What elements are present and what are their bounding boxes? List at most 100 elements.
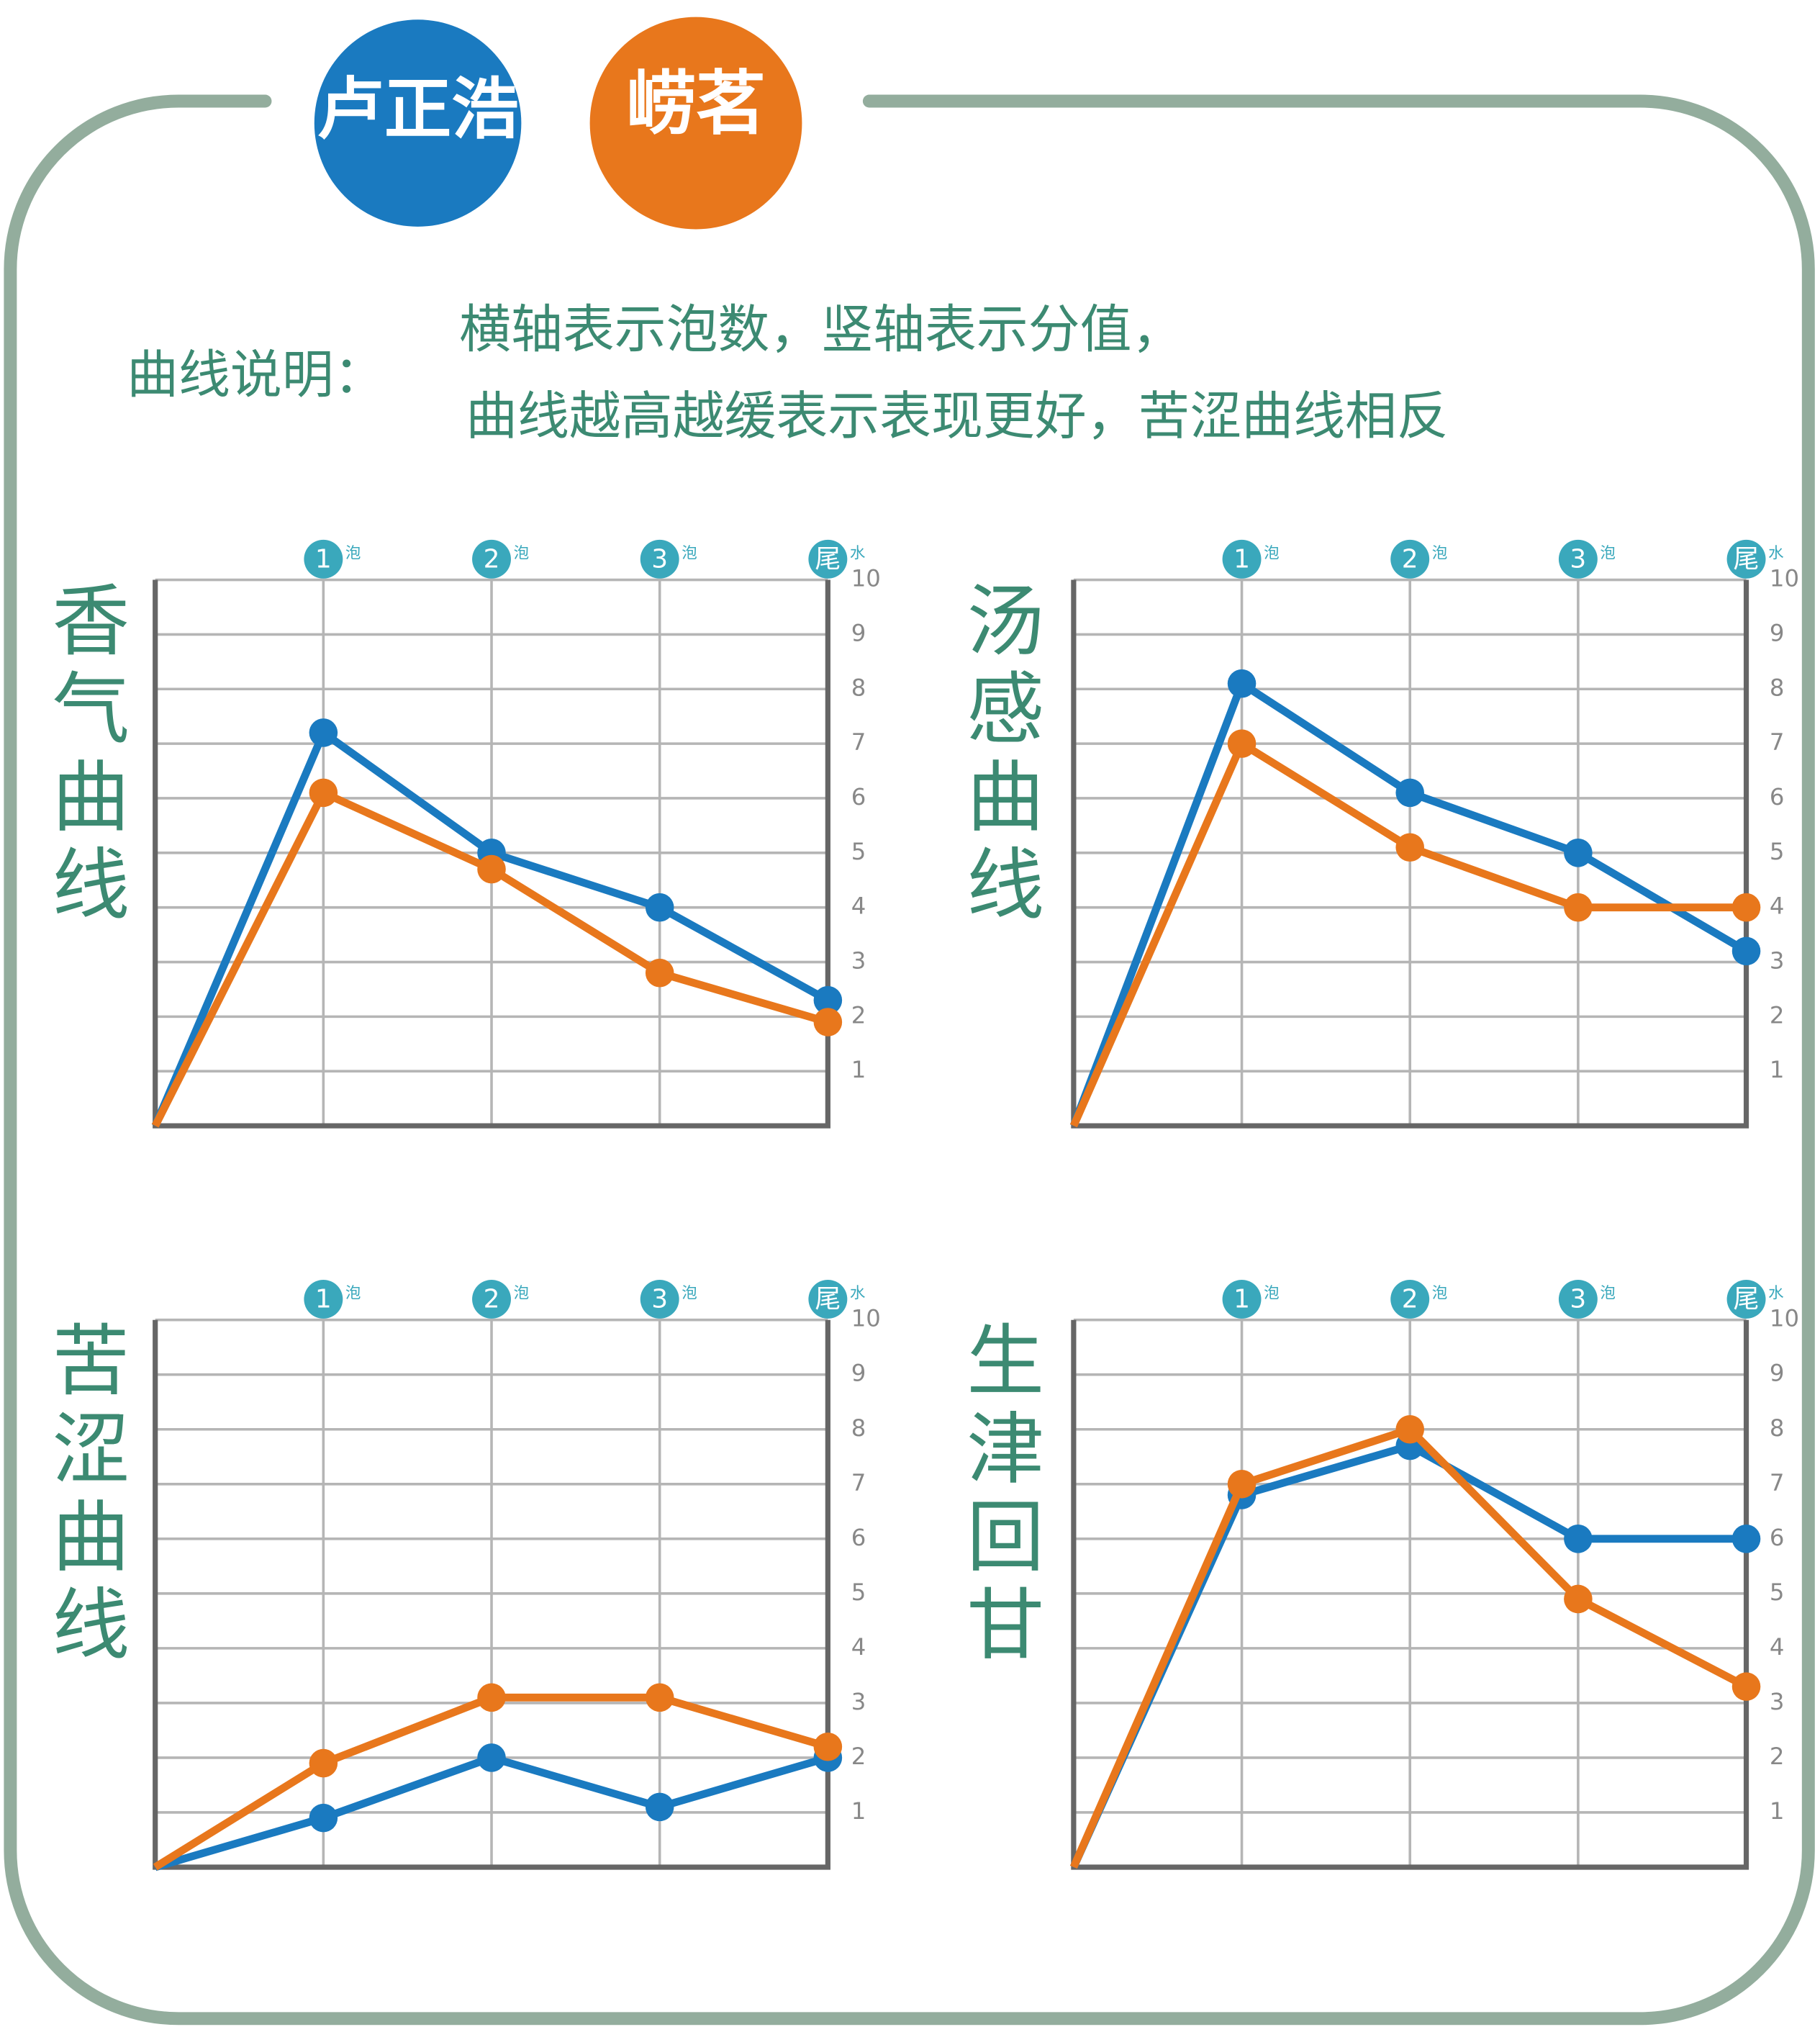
y-tick-label: 10	[851, 565, 881, 592]
x-tick-unit: 泡	[345, 1285, 361, 1303]
y-tick-label: 4	[851, 1633, 866, 1661]
x-tick-label: 尾	[1734, 545, 1760, 574]
x-tick-unit: 泡	[682, 545, 697, 563]
data-point	[645, 1683, 674, 1712]
x-tick-label: 1	[315, 1285, 332, 1314]
category-badge	[472, 1279, 511, 1319]
category-badge	[1222, 1279, 1262, 1319]
data-point	[1227, 1470, 1257, 1499]
description-line: 曲线越高越缓表示表现更好，苦涩曲线相反	[466, 386, 1449, 446]
x-tick-unit: 泡	[514, 1285, 530, 1303]
y-tick-label: 2	[851, 1001, 866, 1029]
y-tick-label: 7	[851, 728, 866, 756]
y-tick-label: 4	[1770, 893, 1785, 920]
x-tick-unit: 泡	[1600, 1285, 1616, 1303]
chart-title: 汤感曲线	[954, 580, 1043, 932]
y-tick-label: 8	[1770, 1414, 1785, 1442]
data-point	[1731, 1525, 1761, 1553]
y-tick-label: 3	[1770, 947, 1785, 975]
description-label: 曲线说明：	[127, 344, 385, 405]
category-badge	[1726, 1279, 1766, 1319]
x-tick-label: 2	[484, 1285, 500, 1314]
data-point	[1564, 893, 1593, 922]
y-tick-label: 6	[1770, 1524, 1785, 1551]
y-tick-label: 1	[1770, 1056, 1785, 1083]
x-tick-unit: 泡	[1432, 545, 1448, 563]
category-badge	[1390, 539, 1430, 579]
data-point	[1731, 1672, 1761, 1701]
category-badge	[1558, 539, 1598, 579]
x-tick-label: 1	[1233, 1285, 1250, 1314]
x-tick-label: 3	[1570, 545, 1586, 574]
y-tick-label: 5	[851, 838, 866, 865]
y-tick-label: 9	[851, 1360, 866, 1387]
y-tick-label: 3	[851, 947, 866, 975]
y-tick-label: 3	[1770, 1688, 1785, 1715]
y-tick-label: 4	[1770, 1633, 1785, 1661]
y-tick-label: 1	[851, 1797, 866, 1825]
y-tick-label: 7	[851, 1469, 866, 1496]
y-tick-label: 6	[1770, 783, 1785, 810]
data-point	[1731, 893, 1761, 922]
data-point	[1227, 729, 1257, 758]
x-tick-unit: 泡	[1264, 1285, 1280, 1303]
data-point	[645, 893, 674, 922]
x-tick-unit: 水	[1768, 1285, 1784, 1303]
x-tick-label: 1	[1233, 545, 1250, 574]
x-tick-label: 2	[1402, 545, 1418, 574]
description-line: 横轴表示泡数，竖轴表示分值，	[459, 299, 1183, 360]
data-point	[1564, 1584, 1593, 1614]
category-badge	[304, 1279, 343, 1319]
legend-label: 崂茗	[626, 63, 766, 145]
y-tick-label: 8	[851, 1414, 866, 1442]
x-tick-label: 尾	[815, 1285, 841, 1314]
axis	[1071, 1319, 1749, 1870]
data-point	[813, 985, 843, 1015]
x-tick-label: 3	[1570, 1285, 1586, 1314]
data-point	[309, 1803, 338, 1833]
y-tick-label: 4	[851, 893, 866, 920]
y-tick-label: 6	[851, 783, 866, 810]
x-tick-unit: 水	[850, 1285, 866, 1303]
data-point	[1731, 936, 1761, 966]
y-tick-label: 5	[1770, 1579, 1785, 1606]
x-tick-unit: 泡	[682, 1285, 697, 1303]
data-point	[813, 1008, 843, 1037]
x-tick-unit: 水	[850, 545, 866, 563]
category-badge	[1222, 539, 1262, 579]
y-tick-label: 2	[1770, 1001, 1785, 1029]
chart-title: 生津回甘	[954, 1320, 1043, 1672]
axis	[153, 1319, 830, 1870]
data-point	[1395, 1414, 1424, 1444]
category-badge	[808, 1279, 848, 1319]
y-tick-label: 5	[851, 1579, 866, 1606]
axis	[1071, 579, 1749, 1129]
data-point	[1564, 839, 1593, 867]
y-tick-label: 7	[1770, 728, 1785, 756]
x-tick-label: 2	[484, 545, 500, 574]
x-tick-label: 1	[315, 545, 332, 574]
category-badge	[1726, 539, 1766, 579]
category-badge	[640, 539, 679, 579]
y-tick-label: 5	[1770, 838, 1785, 865]
chart-title: 香气曲线	[39, 580, 129, 932]
x-tick-label: 3	[651, 1285, 668, 1314]
y-tick-label: 3	[851, 1688, 866, 1715]
y-tick-label: 8	[1770, 674, 1785, 701]
data-point	[477, 1683, 506, 1712]
data-point	[1395, 833, 1424, 862]
category-badge	[1390, 1279, 1430, 1319]
data-point	[477, 854, 506, 884]
data-point	[477, 1743, 506, 1772]
legend-label: 卢正浩	[317, 71, 518, 149]
category-badge	[304, 539, 343, 579]
category-badge	[1558, 1279, 1598, 1319]
data-point	[1395, 778, 1424, 808]
x-tick-unit: 泡	[514, 545, 530, 563]
category-badge	[808, 539, 848, 579]
legend-badge	[314, 19, 522, 227]
x-tick-label: 尾	[815, 545, 841, 574]
y-tick-label: 9	[1770, 619, 1785, 646]
frame	[4, 94, 1815, 2026]
